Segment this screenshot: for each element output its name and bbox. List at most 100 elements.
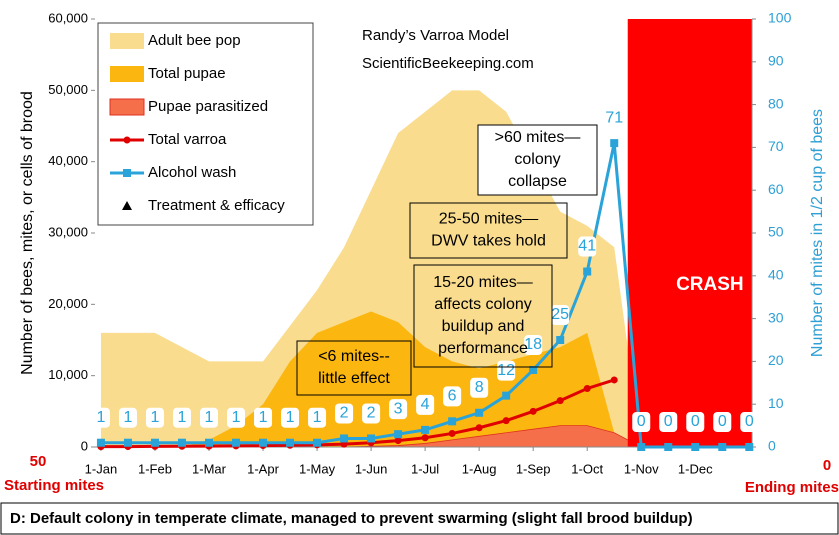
point (177, 438, 186, 447)
point (150, 438, 159, 447)
x-tick-label: 1-Aug (462, 461, 497, 476)
point (529, 365, 538, 374)
x-tick-label: 1-Jan (85, 461, 118, 476)
y2-tick-label: 20 (768, 352, 784, 368)
point (421, 434, 429, 442)
y-tick-label: 10,000 (48, 367, 88, 382)
label-bg (605, 108, 624, 129)
x-tick-label: 1-Oct (571, 461, 603, 476)
point (123, 136, 131, 144)
point (123, 438, 132, 447)
point (205, 438, 214, 447)
point (583, 267, 592, 276)
point (745, 443, 754, 451)
data-label: 25 (551, 306, 569, 323)
point (691, 443, 700, 451)
label-bg (551, 305, 570, 325)
x-tick-label: 1-Dec (678, 461, 713, 476)
end-value: 0 (823, 457, 831, 474)
legend-label: Total pupae (148, 65, 226, 82)
annotation-text: buildup and (442, 318, 525, 335)
x-tick-label: 1-Feb (138, 461, 172, 476)
data-label: 4 (421, 396, 430, 413)
x-tick-label: 1-Jul (411, 461, 439, 476)
caption-box (0, 502, 839, 535)
point (475, 424, 483, 432)
label-bg (172, 407, 191, 428)
y2-tick-label: 0 (768, 438, 776, 454)
data-label: 1 (96, 409, 105, 426)
point (475, 408, 484, 417)
data-label: 71 (605, 109, 623, 126)
point (637, 443, 646, 451)
point (529, 407, 537, 415)
label-bg (740, 412, 759, 432)
chart-subtitle: ScientificBeekeeping.com (362, 55, 534, 72)
data-label: 0 (745, 413, 754, 430)
label-bg (335, 403, 354, 424)
y2-tick-label: 60 (768, 181, 784, 197)
point (122, 201, 132, 210)
y-tick-label: 50,000 (48, 82, 88, 97)
point (448, 429, 456, 437)
point (502, 417, 510, 425)
y-tick-label: 20,000 (48, 296, 88, 311)
y-tick-label: 0 (81, 438, 88, 453)
crash-label: CRASH (676, 274, 744, 295)
label-bg (200, 407, 219, 428)
data-label: 1 (124, 409, 133, 426)
y2-tick-label: 100 (768, 10, 792, 26)
overlay: Randy’s Varroa Model ScientificBeekeepin… (0, 22, 839, 535)
plot-area: CRASH 0 10,000 20,000 30,000 40,000 50,000 60,0… (48, 10, 791, 477)
data-label: 1 (232, 409, 241, 426)
annotation-text: 15-20 mites— (433, 274, 533, 291)
series-line (100, 378, 615, 449)
data-label: 2 (340, 405, 349, 422)
annotation-box (413, 264, 553, 368)
crash-band (627, 19, 752, 447)
legend-swatch (110, 66, 144, 82)
data-label: 1 (286, 409, 295, 426)
point (610, 376, 618, 384)
y2-tick-label: 50 (768, 224, 784, 240)
label-bg (389, 399, 408, 420)
x-tick-label: 1-Sep (516, 461, 551, 476)
label-bg (308, 407, 327, 428)
label-bg (497, 360, 516, 381)
label-bg (145, 407, 164, 428)
legend-box (97, 22, 314, 226)
point (96, 438, 105, 447)
legend-swatch (109, 98, 145, 116)
point (556, 336, 565, 344)
data-label: 3 (394, 400, 403, 417)
y-tick-label: 40,000 (48, 153, 88, 168)
label-bg (632, 412, 651, 432)
data-label: 1 (178, 409, 187, 426)
point (367, 434, 376, 443)
label-bg (281, 407, 300, 428)
data-label: 18 (524, 336, 542, 353)
y2-tick-label: 80 (768, 95, 784, 111)
point (232, 438, 241, 447)
point (610, 139, 619, 148)
data-label: 0 (637, 413, 646, 430)
caption: D: Default colony in temperate climate, … (10, 510, 693, 527)
annotation-text: <6 mites-- (318, 348, 390, 365)
label-bg (578, 236, 597, 257)
annotation-box (409, 202, 568, 259)
x-tick-label: 1-May (299, 461, 336, 476)
legend-label: Pupae parasitized (148, 98, 268, 115)
y-axis-label: Number of bees, mites, or cells of brood (19, 91, 36, 375)
data-label: 1 (259, 409, 268, 426)
point (421, 425, 430, 434)
annotation-text: performance (438, 340, 528, 357)
point (556, 397, 564, 405)
annotation-box (477, 124, 598, 196)
point (394, 430, 403, 439)
y2-axis-label: Number of mites in 1/2 cup of bees (809, 109, 826, 357)
data-label: 0 (718, 413, 727, 430)
y2-tick-label: 90 (768, 53, 784, 69)
annotation-text: little effect (318, 370, 390, 387)
label-bg (470, 377, 489, 398)
chart-title: Randy’s Varroa Model (362, 27, 509, 44)
